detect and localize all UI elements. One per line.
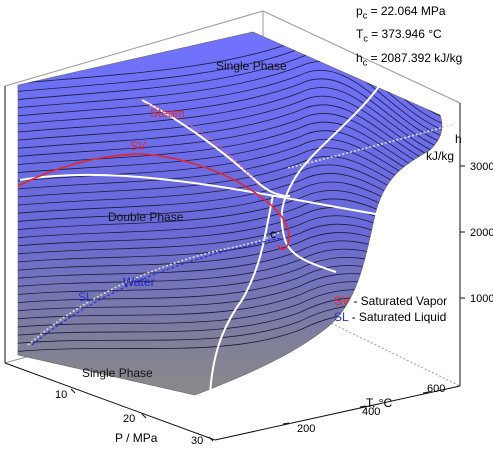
legend-sv-abbr: SV [334, 294, 350, 308]
p-tick-20: 20 [123, 413, 135, 425]
t-axis: 200 400 600 T, °C [282, 383, 445, 435]
isoline [18, 95, 442, 165]
legend-sl-text: - Saturated Liquid [348, 310, 446, 324]
isobar-curve-2 [19, 173, 389, 217]
sv-curve [17, 153, 290, 251]
isotherm-curve-2 [209, 194, 274, 396]
h-tick-3000: 3000 [470, 161, 493, 173]
enthalpy-surface [17, 31, 443, 396]
p-tick-30: 30 [191, 435, 203, 447]
legend-sl-abbr: SL [334, 310, 349, 324]
p-axis: 10 20 30 P / MPa [55, 388, 214, 447]
p-axis-label: P / MPa [115, 431, 158, 445]
p-tick-10: 10 [55, 389, 67, 401]
dotted-isobar [287, 123, 456, 169]
critical-pressure: pc = 22.064 MPa [356, 4, 446, 21]
isoline [18, 87, 442, 159]
h-axis-label-h: h [455, 132, 462, 146]
isoline [18, 130, 442, 191]
h-tick-2000: 2000 [470, 227, 493, 239]
isoline [18, 104, 442, 172]
region-label-steam: Steam [150, 106, 185, 120]
legend-sv-text: - Saturated Vapor [350, 294, 447, 308]
region-label-single-bottom: Single Phase [82, 366, 153, 380]
isoline [18, 113, 442, 178]
critical-temperature: Tc = 373.946 °C [356, 27, 442, 44]
h-axis-label-unit: kJ/kg [426, 149, 454, 163]
steam-curve [147, 103, 263, 191]
h-tick-1000: 1000 [470, 293, 493, 305]
sl-dotted [27, 231, 281, 346]
pressure-edge-curve [97, 371, 269, 437]
t-axis-label: T, °C [366, 396, 392, 410]
sl-curve [31, 237, 283, 346]
h-axis: 1000 2000 3000 h kJ/kg [426, 132, 493, 305]
isoline [18, 78, 442, 153]
region-label-water: Water [123, 275, 155, 289]
region-label-double: Double Phase [108, 210, 184, 224]
t-tick-400: 400 [362, 406, 380, 418]
dotted-curves [27, 123, 456, 346]
region-label-sl: SL [78, 290, 93, 304]
isoline [18, 61, 442, 140]
t-tick-600: 600 [427, 383, 445, 395]
isoline [18, 52, 442, 134]
critical-enthalpy: hc = 2087.392 kJ/kg [356, 50, 463, 68]
region-label-single-top: Single Phase [216, 59, 287, 73]
critical-values: pc = 22.064 MPa Tc = 373.946 °C hc = 208… [356, 2, 462, 72]
region-label-sv: SV [130, 139, 146, 153]
t-tick-200: 200 [297, 423, 315, 435]
svg-text:SV - Saturated Vapor: SV - Saturated Vapor [334, 294, 447, 308]
bounding-box-front [4, 86, 461, 441]
critical-point-label: c [270, 227, 276, 241]
isoline [18, 147, 442, 204]
isoline [18, 69, 442, 146]
legend: SV - Saturated Vapor SL - Saturated Liqu… [334, 294, 447, 324]
svg-text:SL - Saturated Liquid: SL - Saturated Liquid [334, 310, 446, 324]
